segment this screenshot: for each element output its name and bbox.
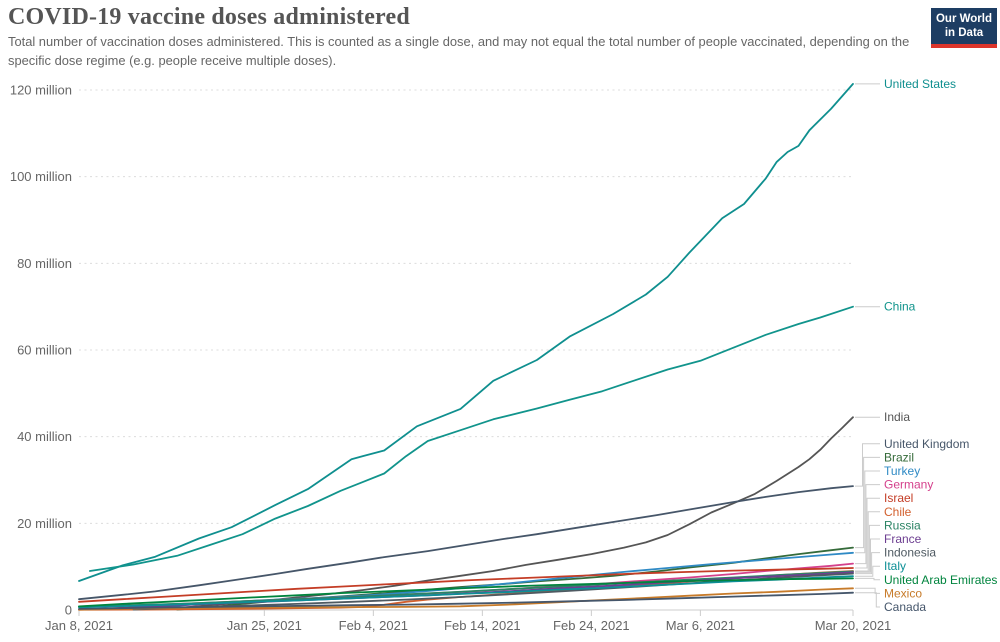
series-label-italy[interactable]: Italy — [884, 559, 906, 573]
label-connector — [855, 538, 880, 573]
series-label-brazil[interactable]: Brazil — [884, 450, 914, 464]
y-tick-label: 0 — [65, 603, 72, 618]
y-tick-label: 80 million — [17, 256, 72, 271]
series-label-germany[interactable]: Germany — [884, 478, 933, 492]
series-line-china[interactable] — [89, 305, 854, 572]
series-line-united-kingdom[interactable] — [78, 485, 854, 601]
x-tick-label: Mar 6, 2021 — [666, 618, 735, 633]
y-tick-label: 40 million — [17, 429, 72, 444]
series-label-united-states[interactable]: United States — [884, 77, 956, 91]
series-label-china[interactable]: China — [884, 300, 916, 314]
label-connector — [855, 443, 880, 487]
series-label-israel[interactable]: Israel — [884, 491, 913, 505]
label-connector — [855, 587, 880, 594]
series-line-canada[interactable] — [78, 591, 854, 610]
label-connector — [855, 592, 880, 608]
y-tick-label: 100 million — [10, 169, 72, 184]
x-tick-label: Jan 25, 2021 — [227, 618, 302, 633]
series-line-mexico[interactable] — [78, 587, 854, 611]
series-label-indonesia[interactable]: Indonesia — [884, 546, 936, 560]
label-connector — [855, 497, 880, 569]
y-tick-label: 120 million — [10, 83, 72, 98]
x-tick-label: Feb 4, 2021 — [339, 618, 408, 633]
label-connector — [855, 456, 880, 549]
series-line-united-arab-emirates[interactable] — [78, 577, 854, 608]
owid-logo-line1: Our World — [935, 13, 992, 25]
y-tick-label: 60 million — [17, 343, 72, 358]
y-tick-label: 20 million — [17, 516, 72, 531]
series-line-united-states[interactable] — [78, 83, 854, 582]
label-connector — [855, 565, 880, 577]
series-label-united-kingdom[interactable]: United Kingdom — [884, 437, 969, 451]
label-connector — [855, 552, 880, 575]
x-tick-label: Feb 24, 2021 — [553, 618, 630, 633]
chart-subtitle: Total number of vaccination doses admini… — [8, 34, 910, 68]
series-label-russia[interactable]: Russia — [884, 518, 921, 532]
series-label-canada[interactable]: Canada — [884, 600, 926, 614]
owid-logo-line2: in Data — [944, 27, 984, 40]
series-label-france[interactable]: France — [884, 532, 922, 546]
series-line-italy[interactable] — [78, 575, 854, 609]
series-label-india[interactable]: India — [884, 410, 910, 424]
label-connector — [855, 577, 880, 581]
label-connector — [855, 524, 880, 572]
x-tick-label: Feb 14, 2021 — [444, 618, 521, 633]
series-line-india[interactable] — [165, 416, 854, 610]
x-tick-label: Jan 8, 2021 — [45, 618, 113, 633]
owid-logo[interactable]: Our World in Data — [931, 8, 997, 48]
x-tick-label: Mar 20, 2021 — [815, 618, 892, 633]
chart-header: COVID-19 vaccine doses administered Tota… — [8, 4, 998, 70]
series-label-chile[interactable]: Chile — [884, 505, 912, 519]
series-label-mexico[interactable]: Mexico — [884, 586, 922, 600]
series-label-turkey[interactable]: Turkey — [884, 464, 920, 478]
chart-title: COVID-19 vaccine doses administered — [8, 4, 410, 30]
label-connector — [855, 484, 880, 565]
series-label-united-arab-emirates[interactable]: United Arab Emirates — [884, 573, 997, 587]
series-line-israel[interactable] — [78, 567, 854, 603]
label-connector — [855, 470, 880, 554]
